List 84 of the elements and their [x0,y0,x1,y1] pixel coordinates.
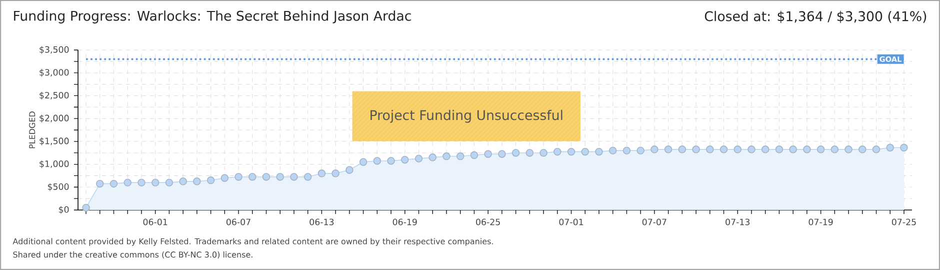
point [304,172,312,181]
point [650,146,658,154]
point [554,148,562,156]
point [761,146,770,154]
point [636,146,644,154]
x-tick-label: 07-19 [808,218,833,226]
point [206,176,215,184]
point [858,146,866,154]
point [844,146,852,154]
chart-title: Funding Progress: Warlocks: The Secret Behind Jason Ardac [14,10,411,24]
point [373,156,382,165]
x-tick-label: 06-25 [476,218,500,226]
point [581,148,589,156]
point [124,178,132,186]
point [803,146,811,154]
point [830,146,839,154]
point [526,148,534,157]
point [900,144,908,152]
point [706,146,714,154]
point [595,148,603,156]
point [678,146,686,154]
point [734,146,742,154]
y-tick-label: $2,500 [40,92,69,100]
point [789,146,797,154]
point [248,172,256,181]
point [428,154,436,162]
point [290,172,298,181]
text: Shared under the creative commons (CC BY-NC 3.0) license. [13,251,252,259]
point [692,146,700,154]
y-tick-label: $3,500 [40,46,69,54]
point [332,170,340,178]
point [220,174,229,182]
point [138,178,146,186]
x-tick-label: 07-25 [892,218,916,226]
chart-subtitle: Closed at: $1,364 / $3,300 (41%) [704,10,926,24]
point [748,146,756,154]
x-tick-label: 07-13 [726,218,750,226]
point [608,146,617,154]
point [96,180,104,188]
point [318,170,326,178]
y-tick-label: $0 [58,206,69,214]
point [359,158,368,166]
y-tick-label: $1,000 [40,160,69,168]
point [82,204,90,212]
point [886,144,894,152]
point [110,180,118,188]
point [179,178,187,186]
point [872,146,880,154]
point [664,146,672,154]
x-tick-label: 06-19 [392,218,417,226]
x-tick-label: 07-07 [642,218,666,226]
point [816,146,825,154]
y-tick-label: $2,000 [40,114,69,122]
point [193,178,201,186]
y-axis-title: PLEDGED [29,112,36,148]
x-tick-label: 07-01 [559,218,584,226]
point [262,172,270,181]
point [720,146,728,154]
point [512,148,520,157]
point [498,150,506,158]
point [414,154,423,162]
point [456,152,464,160]
point [346,166,354,174]
point [234,172,242,181]
point [151,178,160,186]
point [567,148,576,156]
text: Additional content provided by Kelly Felsted. Trademarks and related content are owned by their respective companies. [12,238,493,246]
point [484,150,492,158]
x-tick-label: 06-13 [310,218,334,226]
y-tick-label: $1,500 [40,137,69,146]
y-tick-label: $500 [48,183,69,192]
point [401,156,409,164]
point [775,146,784,154]
point [470,151,478,159]
point [165,178,174,186]
annotation: Project Funding Unsuccessful [370,110,562,123]
y-tick-label: $3,000 [40,68,69,77]
x-tick-label: 06-01 [143,218,168,226]
point [276,172,284,181]
point [540,148,548,157]
point [442,152,450,160]
point [387,156,395,165]
point [622,146,631,154]
x-tick-label: 06-07 [226,218,250,226]
